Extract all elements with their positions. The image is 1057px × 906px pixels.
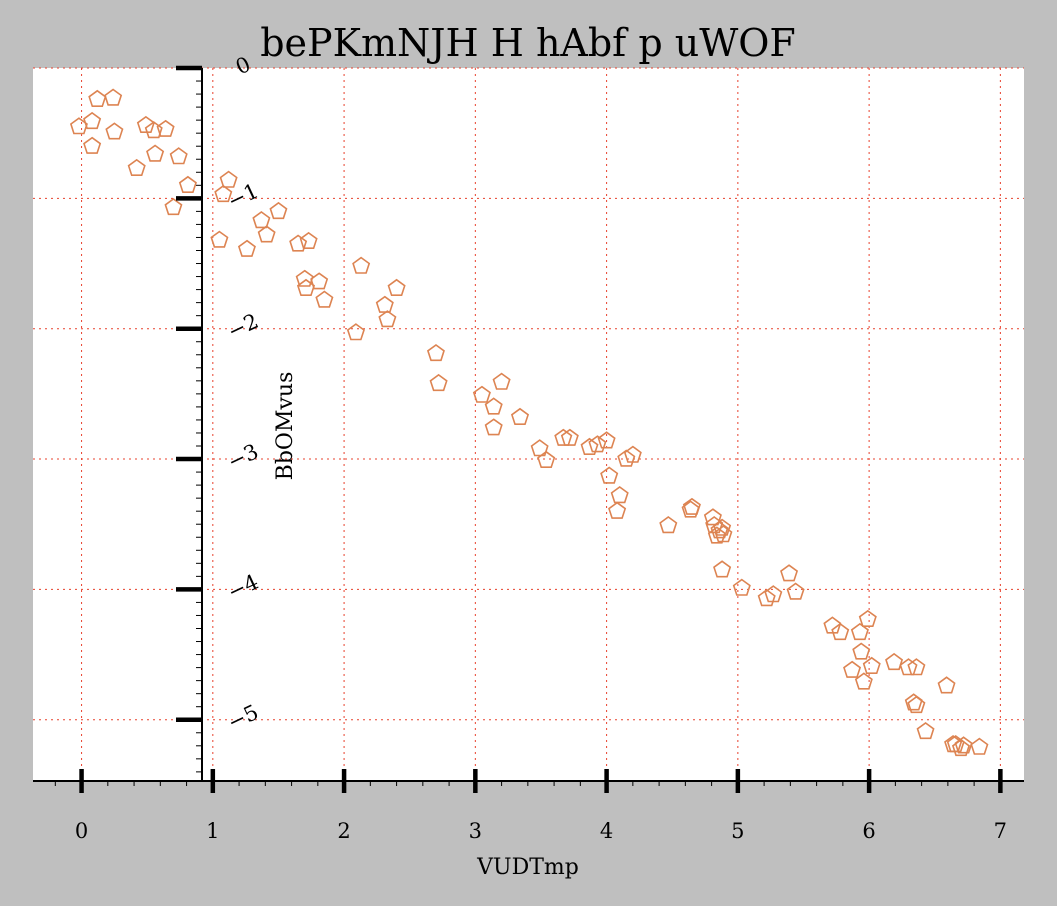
x-axis-label: VUDTmp — [476, 855, 579, 880]
data-point — [269, 201, 288, 220]
plot-area — [33, 68, 1024, 781]
data-point — [937, 676, 956, 694]
data-point — [659, 516, 678, 534]
data-point — [289, 234, 308, 252]
data-point — [854, 672, 873, 690]
data-point — [295, 269, 314, 287]
data-point — [713, 560, 732, 578]
data-point — [600, 466, 619, 484]
data-point — [387, 278, 406, 297]
data-point — [843, 660, 862, 678]
data-point — [580, 437, 599, 456]
data-point — [104, 88, 123, 106]
data-point — [156, 119, 175, 137]
data-point — [105, 122, 124, 140]
data-point — [214, 184, 233, 203]
data-point — [899, 658, 918, 676]
data-point — [127, 158, 146, 176]
y-axis-ticks: 0−1−2−3−4−5 — [176, 52, 262, 773]
data-point — [136, 115, 155, 133]
data-point — [597, 431, 616, 449]
data-point — [786, 582, 805, 600]
x-tick-label: 6 — [862, 819, 875, 843]
data-point — [426, 344, 445, 362]
data-point — [764, 585, 783, 603]
data-point — [299, 231, 318, 249]
data-point — [732, 578, 751, 596]
data-point — [346, 323, 365, 341]
data-point — [83, 111, 102, 130]
grid-lines — [33, 67, 1024, 781]
data-point — [146, 144, 165, 162]
data-point — [703, 508, 722, 526]
axes — [33, 68, 1024, 782]
data-point — [252, 211, 271, 229]
data-point — [144, 121, 163, 139]
data-point — [916, 722, 935, 740]
x-tick-label: 5 — [731, 819, 744, 843]
data-point — [682, 497, 701, 515]
data-point — [710, 521, 729, 539]
data-point — [492, 372, 511, 390]
data-points — [69, 88, 989, 757]
x-tick-label: 3 — [469, 819, 482, 843]
y-axis-label: BbOMvus — [273, 372, 298, 481]
data-point — [907, 658, 926, 676]
x-axis-ticks: 0 1 2 3 4 5 6 7 — [54, 769, 1007, 843]
data-point — [484, 418, 503, 436]
data-point — [554, 428, 573, 446]
data-point — [429, 373, 448, 392]
data-point — [472, 385, 491, 403]
data-point — [537, 450, 556, 469]
data-point — [178, 175, 197, 193]
data-point — [560, 428, 579, 446]
data-point — [713, 518, 732, 536]
x-tick-label: 4 — [600, 819, 613, 843]
x-tick-label: 1 — [206, 819, 219, 843]
data-point — [907, 695, 926, 714]
data-point — [378, 310, 397, 328]
data-point — [885, 652, 904, 671]
x-tick-label: 0 — [75, 819, 88, 843]
data-point — [169, 147, 188, 165]
data-point — [970, 737, 989, 755]
data-point — [705, 516, 724, 534]
data-point — [850, 622, 869, 641]
data-point — [617, 449, 636, 467]
data-point — [237, 239, 256, 257]
data-point — [831, 622, 850, 641]
data-point — [83, 136, 102, 154]
data-point — [88, 89, 107, 107]
data-point — [257, 225, 276, 243]
data-point — [530, 439, 549, 457]
data-point — [219, 170, 238, 188]
data-point — [714, 525, 733, 543]
data-point — [780, 564, 799, 582]
data-point — [315, 290, 334, 308]
x-tick-label: 2 — [337, 819, 350, 843]
data-point — [510, 407, 530, 426]
data-point — [210, 230, 229, 248]
data-point — [858, 609, 877, 628]
data-point — [484, 397, 503, 415]
data-point — [954, 736, 973, 754]
data-point — [623, 445, 642, 463]
data-point — [352, 256, 371, 274]
data-point — [707, 526, 726, 544]
data-point — [852, 642, 871, 660]
data-point — [862, 656, 881, 675]
data-point — [608, 501, 627, 519]
chart-title: bePKmNJH H hAbf p uWOF — [260, 21, 796, 65]
data-point — [951, 738, 971, 757]
data-point — [757, 589, 776, 607]
data-point — [588, 435, 607, 453]
data-point — [310, 272, 329, 290]
data-point — [164, 198, 183, 216]
x-tick-label: 7 — [994, 819, 1007, 843]
data-point — [610, 486, 629, 504]
